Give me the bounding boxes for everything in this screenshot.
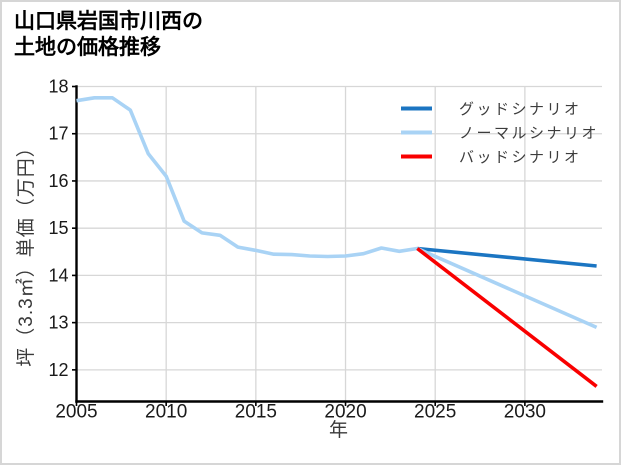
legend-item-bad-scenario: バッドシナリオ	[401, 149, 582, 166]
legend-item-good-scenario: グッドシナリオ	[401, 101, 582, 118]
y-tick-label: 18	[48, 77, 68, 97]
legend-label: グッドシナリオ	[459, 101, 582, 118]
y-tick-label: 17	[48, 124, 68, 144]
x-axis-label: 年	[329, 419, 349, 441]
y-axis-label: 坪（3.3㎡）単価（万円）	[14, 137, 37, 366]
series-line-bad-scenario	[416, 247, 598, 388]
legend-item-normal-scenario: ノーマルシナリオ	[401, 125, 599, 142]
tick-labels: 2005 2010 2015 2020 2025 2030 12 13 14 15 16 17 18	[48, 77, 546, 423]
series-line-normal-scenario	[416, 246, 598, 330]
gridlines	[75, 85, 602, 402]
series-line-history	[76, 96, 418, 259]
x-tick-label: 2015	[235, 402, 277, 423]
series-line-good-scenario	[417, 246, 597, 268]
x-tick-label: 2005	[55, 402, 97, 423]
x-tick-label: 2025	[414, 402, 456, 423]
chart-title: 山口県岩国市川西の 土地の価格推移	[14, 9, 203, 61]
y-tick-label: 13	[48, 313, 68, 333]
y-tick-label: 12	[48, 360, 68, 380]
x-tick-label: 2020	[324, 402, 366, 423]
legend-label: バッドシナリオ	[459, 149, 582, 166]
chart-title-line2: 土地の価格推移	[14, 36, 161, 59]
axes	[75, 85, 604, 403]
y-tick-label: 16	[48, 171, 68, 191]
axis-ticks	[72, 85, 526, 406]
legend-label: ノーマルシナリオ	[459, 125, 599, 142]
chart-title-line1: 山口県岩国市川西の	[14, 10, 203, 33]
y-tick-label: 15	[48, 218, 68, 238]
data-series	[76, 96, 598, 388]
x-tick-label: 2030	[504, 402, 546, 423]
y-tick-label: 14	[48, 265, 68, 285]
x-tick-label: 2010	[145, 402, 187, 423]
